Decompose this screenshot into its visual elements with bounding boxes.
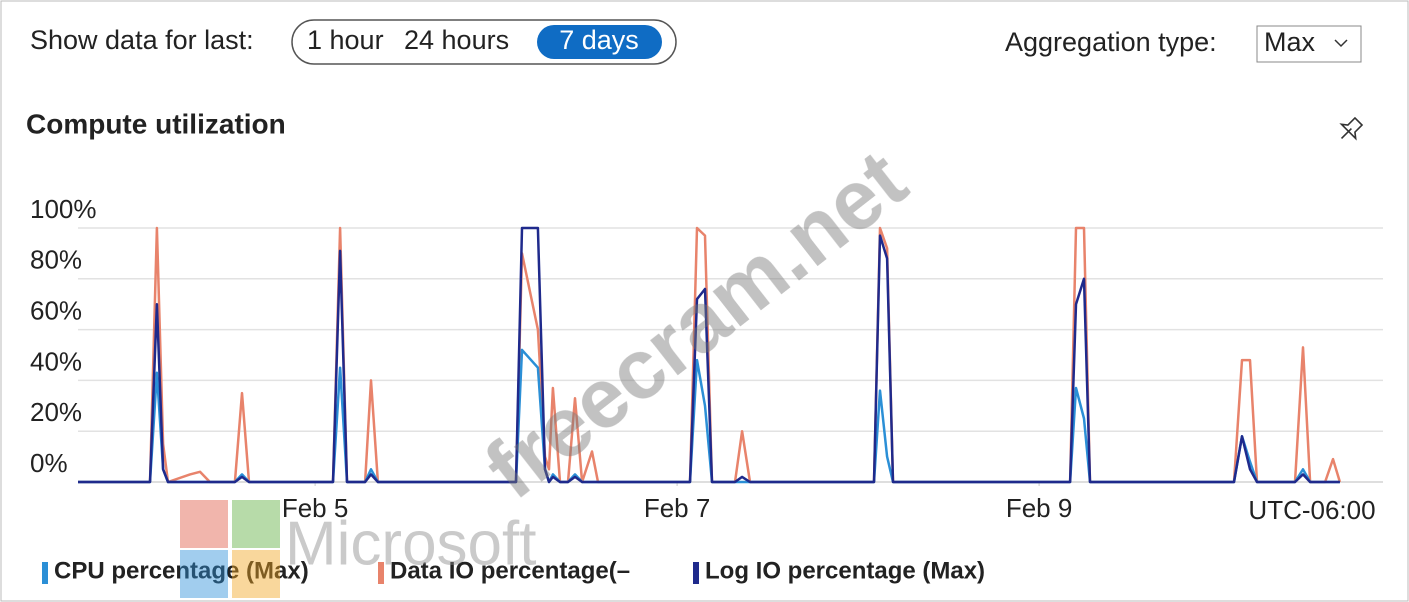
aggregation-value[interactable]: Max bbox=[1264, 27, 1316, 57]
watermark-logo: Microsoft bbox=[285, 509, 536, 578]
y-tick-label: 40% bbox=[30, 346, 82, 376]
x-tick-label: Feb 5 bbox=[282, 493, 349, 523]
logo-square bbox=[180, 500, 228, 548]
y-tick-label: 100% bbox=[30, 194, 97, 224]
range-option[interactable]: 1 hour bbox=[307, 25, 384, 55]
legend-label: Log IO percentage (Max) bbox=[705, 557, 985, 584]
x-tick-label: Feb 9 bbox=[1006, 493, 1073, 523]
series-line bbox=[78, 226, 1340, 484]
legend-swatch bbox=[693, 562, 699, 584]
range-option[interactable]: 24 hours bbox=[404, 25, 509, 55]
series-line bbox=[78, 226, 1342, 484]
aggregation-label: Aggregation type: bbox=[1005, 27, 1217, 57]
timezone-label: UTC-06:00 bbox=[1248, 495, 1375, 525]
legend-swatch bbox=[378, 562, 384, 584]
range-label: Show data for last: bbox=[30, 25, 254, 55]
y-tick-label: 60% bbox=[30, 295, 82, 325]
logo-square bbox=[232, 500, 280, 548]
range-option[interactable]: 7 days bbox=[559, 25, 639, 55]
legend-swatch bbox=[42, 562, 48, 584]
selected-range[interactable] bbox=[537, 25, 662, 59]
dropdown-chevron bbox=[1334, 39, 1348, 48]
legend-label: Data IO percentage(– bbox=[390, 557, 630, 584]
logo-square bbox=[180, 550, 228, 598]
pin-icon[interactable] bbox=[1334, 114, 1365, 145]
y-tick-label: 20% bbox=[30, 397, 82, 427]
legend-label: CPU percentage (Max) bbox=[54, 557, 309, 584]
y-tick-label: 0% bbox=[30, 448, 68, 478]
chart-title: Compute utilization bbox=[26, 108, 286, 139]
y-tick-label: 80% bbox=[30, 245, 82, 275]
logo-square bbox=[232, 550, 280, 598]
x-tick-label: Feb 7 bbox=[644, 493, 711, 523]
